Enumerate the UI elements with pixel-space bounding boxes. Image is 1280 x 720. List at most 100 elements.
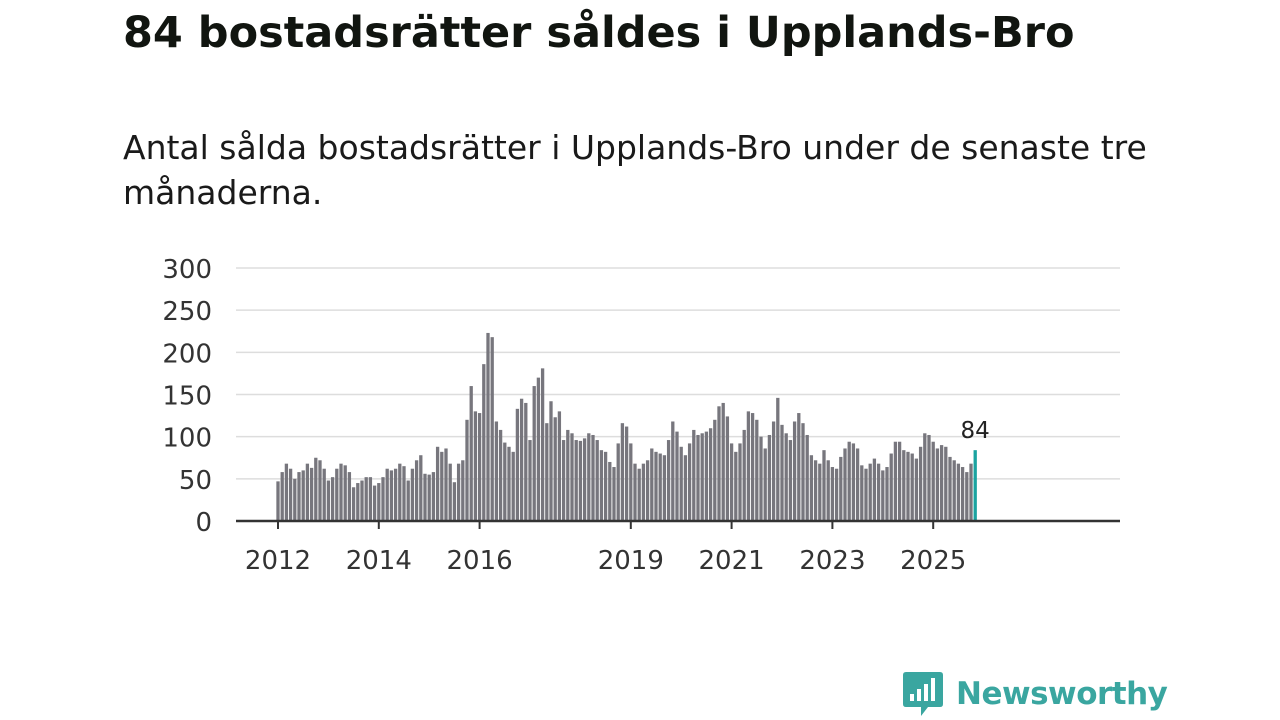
bar	[616, 443, 620, 521]
bar	[675, 431, 679, 521]
x-axis-ticks	[277, 521, 935, 529]
bar	[830, 467, 835, 521]
bar	[624, 426, 629, 521]
bar	[851, 443, 856, 521]
bar	[461, 460, 465, 521]
bar	[528, 440, 532, 521]
bar	[372, 485, 377, 521]
bar	[666, 440, 671, 521]
bar	[683, 455, 688, 521]
gridlines	[236, 267, 1120, 480]
bar	[356, 483, 360, 521]
bar	[734, 451, 738, 521]
bar	[587, 433, 591, 521]
bar	[377, 483, 381, 521]
bar	[776, 397, 780, 521]
bar	[549, 401, 553, 521]
bar	[738, 443, 742, 521]
bar	[633, 463, 637, 521]
bar	[276, 481, 280, 521]
bar	[398, 463, 402, 521]
bar	[347, 472, 352, 521]
bar	[419, 455, 423, 521]
bar	[326, 480, 331, 521]
bar	[553, 417, 557, 521]
bar	[792, 421, 797, 521]
annotation: 84	[961, 418, 990, 444]
bar	[368, 477, 373, 521]
bar	[889, 453, 893, 521]
bar	[494, 421, 499, 521]
bar	[498, 429, 503, 521]
bar	[477, 413, 482, 521]
bar	[330, 477, 335, 521]
bar	[591, 434, 595, 521]
bar	[755, 419, 759, 521]
bar	[868, 463, 872, 521]
y-tick-label: 150	[162, 382, 212, 412]
bar	[918, 446, 923, 521]
bar	[557, 411, 562, 521]
bar	[435, 446, 440, 521]
bar	[944, 446, 948, 521]
bar	[360, 480, 364, 521]
x-axis-labels: 2012 2014 2016 2019 2021 2023 2025	[245, 546, 966, 576]
bar	[855, 448, 860, 521]
bar	[335, 468, 339, 521]
bar	[939, 445, 944, 521]
bars	[276, 332, 977, 521]
chart-subtitle: Antal sålda bostadsrätter i Upplands-Bro…	[123, 128, 1147, 212]
bar	[654, 451, 658, 521]
bar	[406, 480, 410, 521]
bar	[671, 421, 675, 521]
bar	[469, 386, 473, 521]
bar	[540, 368, 545, 521]
bar	[885, 467, 889, 521]
bar	[952, 460, 956, 521]
bar	[280, 472, 284, 521]
bar	[956, 463, 961, 521]
bar	[965, 472, 969, 521]
bar-highlight	[973, 450, 977, 521]
bar	[629, 443, 633, 521]
bar	[708, 428, 713, 521]
bar	[679, 446, 683, 521]
bar	[431, 472, 436, 521]
y-tick-label: 250	[162, 297, 212, 327]
bar	[314, 457, 318, 521]
bar	[969, 463, 973, 521]
bar	[448, 463, 452, 521]
bar	[473, 411, 478, 521]
bar	[893, 441, 898, 521]
x-tick-label: 2014	[346, 546, 412, 576]
x-tick-label: 2021	[699, 546, 765, 576]
bar	[620, 423, 625, 521]
bar	[822, 450, 826, 521]
bar	[864, 468, 868, 521]
y-tick-label: 300	[162, 255, 212, 285]
bar	[650, 448, 654, 521]
bar	[482, 364, 486, 521]
x-tick-label: 2012	[245, 546, 311, 576]
bar	[490, 337, 494, 521]
bar	[780, 424, 784, 521]
bar	[519, 398, 524, 521]
bar	[608, 461, 612, 521]
bar	[704, 431, 709, 521]
chart-title: 84 bostadsrätter såldes i Upplands-Bro	[123, 8, 1075, 58]
bar	[351, 487, 356, 521]
x-tick-label: 2019	[598, 546, 664, 576]
bar	[910, 453, 914, 521]
brand-name: Newsworthy	[956, 676, 1168, 712]
bar	[603, 451, 608, 521]
bar	[515, 408, 520, 521]
bar	[322, 468, 326, 521]
bar	[293, 478, 297, 521]
bar	[536, 377, 541, 521]
bar	[872, 458, 877, 521]
bar	[410, 468, 415, 521]
bar	[847, 441, 851, 521]
bar	[297, 472, 301, 521]
bar	[897, 441, 902, 521]
bar	[582, 438, 587, 521]
